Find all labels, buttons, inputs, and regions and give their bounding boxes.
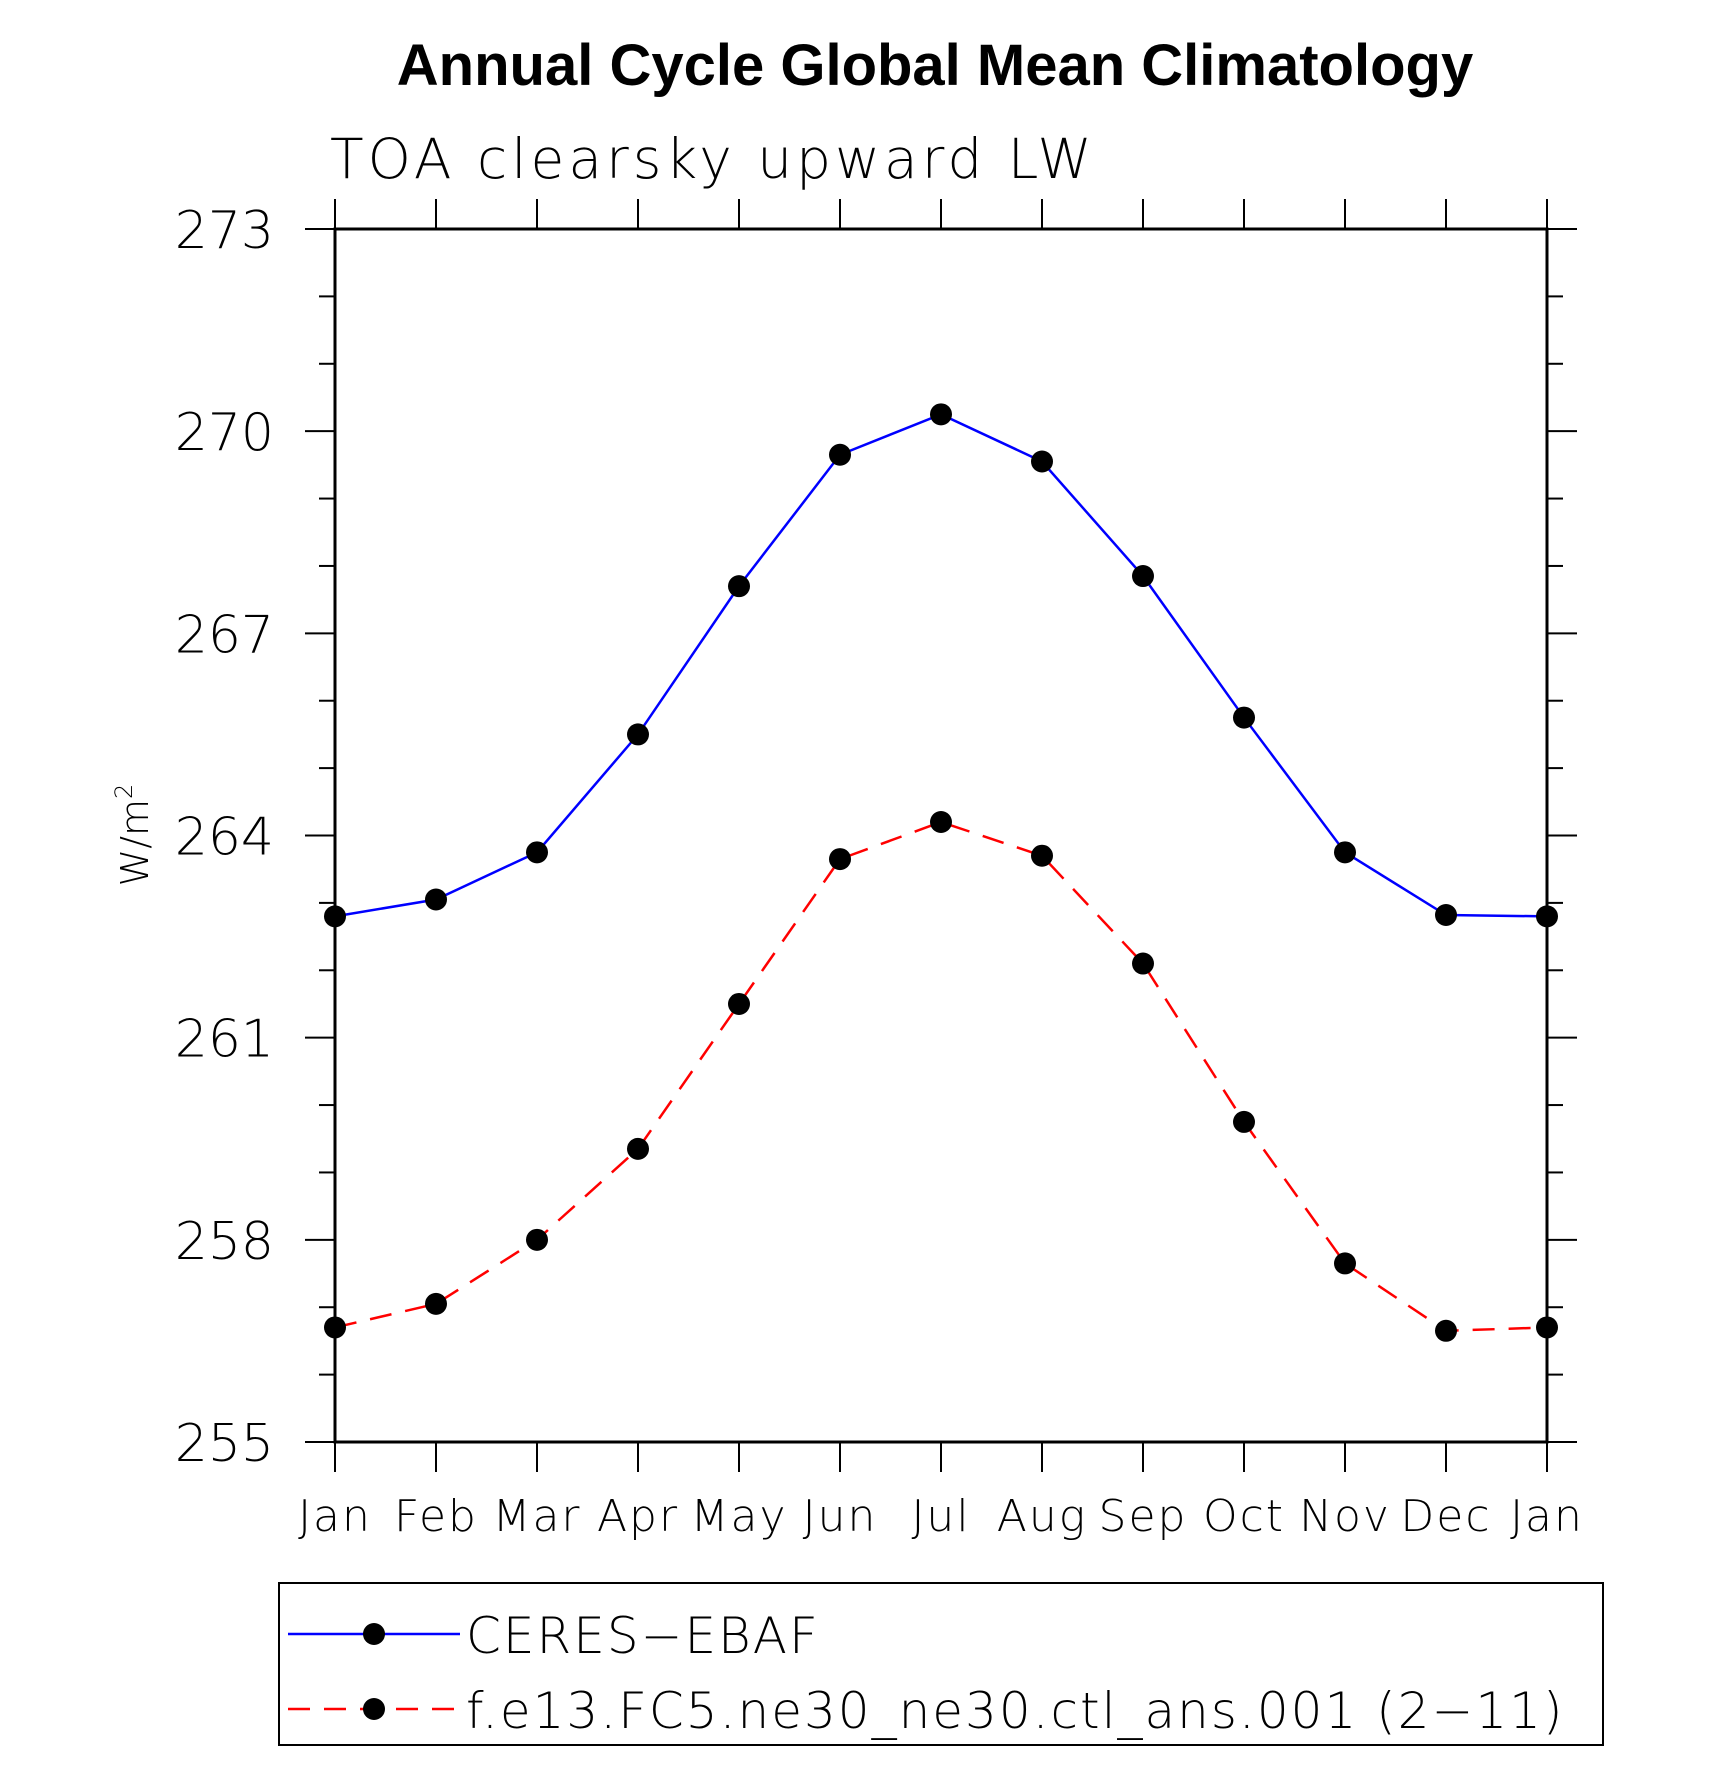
legend-label-2: f.e13.FC5.ne30_ne30.ctl_ans.001 (2−11) <box>466 1682 1565 1740</box>
y-tick-label: 255 <box>175 1414 274 1474</box>
series-line-2 <box>334 820 1548 1333</box>
series-line-1 <box>334 412 1548 918</box>
series-1-point <box>1132 565 1154 588</box>
series-lines <box>324 403 1558 1342</box>
series-2-point <box>829 848 851 871</box>
x-tick-label: Dec <box>1400 1491 1491 1542</box>
series-1-point <box>1233 706 1255 729</box>
x-tick-label: Apr <box>597 1491 679 1542</box>
x-tick-label: Jun <box>803 1491 878 1542</box>
y-axis-label: W/m2 <box>110 784 157 887</box>
series-1-point <box>1435 904 1457 927</box>
x-tick-label: Nov <box>1299 1491 1391 1542</box>
x-tick-label: Jan <box>1510 1491 1584 1542</box>
series-2-point <box>425 1292 447 1315</box>
series-1-point <box>526 841 548 864</box>
series-2-point <box>526 1228 548 1251</box>
chart-title: Annual Cycle Global Mean Climatology <box>397 33 1473 98</box>
series-2-point <box>1536 1316 1558 1339</box>
legend-marker-2 <box>363 1698 385 1720</box>
series-1-point <box>728 575 750 598</box>
x-tick-label: Aug <box>997 1491 1087 1542</box>
y-tick-label: 258 <box>175 1212 274 1272</box>
chart-subtitle: TOA clearsky upward LW <box>330 127 1096 191</box>
series-1-point <box>627 723 649 746</box>
series-2-point <box>324 1316 346 1339</box>
series-1-point <box>930 403 952 426</box>
legend-box <box>278 1582 1604 1746</box>
x-tick-label: Sep <box>1099 1491 1188 1542</box>
series-2-point <box>930 811 952 834</box>
y-tick-label: 273 <box>175 201 274 261</box>
series-1-point <box>1031 450 1053 473</box>
series-1-point <box>324 905 346 928</box>
series-2-point <box>728 992 750 1015</box>
series-1-point <box>829 443 851 466</box>
axes: 255 258 261 264 267 270 273 Jan Feb Mar Apr May Jun J… <box>175 199 1584 1542</box>
legend: CERES−EBAF f.e13.FC5.ne30_ne30.ctl_ans.00… <box>278 1582 1604 1746</box>
series-2-point <box>627 1137 649 1160</box>
x-tick-label: Mar <box>492 1491 581 1542</box>
series-1-point <box>425 888 447 911</box>
x-tick-label: Feb <box>394 1491 478 1542</box>
y-tick-label: 264 <box>175 808 274 868</box>
y-tick-label: 267 <box>175 605 274 665</box>
series-2-point <box>1132 952 1154 975</box>
series-2-point <box>1031 844 1053 867</box>
x-tick-label: Jan <box>298 1491 372 1542</box>
x-tick-label: Oct <box>1203 1491 1285 1542</box>
y-tick-label: 261 <box>175 1010 274 1070</box>
legend-label-1: CERES−EBAF <box>466 1607 820 1665</box>
x-tick-label: May <box>691 1491 788 1542</box>
series-2-point <box>1435 1319 1457 1342</box>
series-1-point <box>1334 841 1356 864</box>
x-tick-label: Jul <box>911 1491 970 1542</box>
series-2-point <box>1334 1252 1356 1275</box>
y-tick-label: 270 <box>175 403 274 463</box>
series-2-point <box>1233 1110 1255 1133</box>
legend-marker-1 <box>363 1623 385 1645</box>
series-1-point <box>1536 905 1558 928</box>
